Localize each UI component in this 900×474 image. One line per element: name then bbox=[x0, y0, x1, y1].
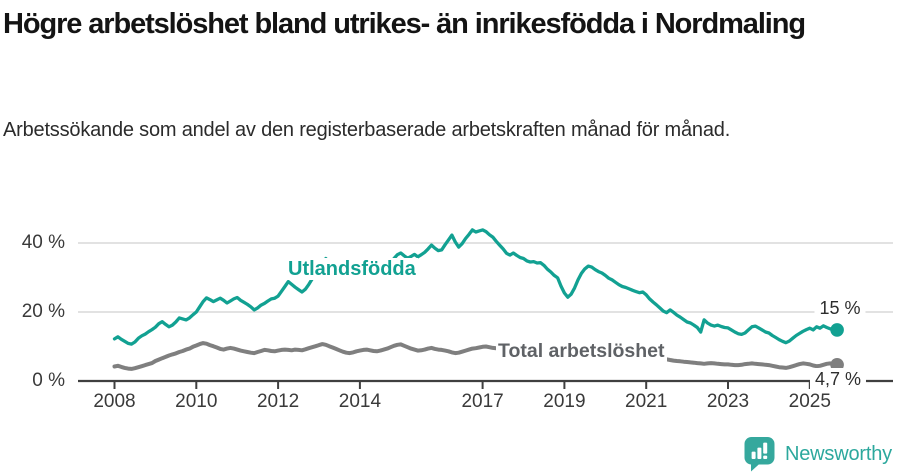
x-tick-label: 2025 bbox=[788, 391, 831, 412]
y-tick-label: 0 % bbox=[32, 370, 65, 391]
series-label-utlandsfodda: Utlandsfödda bbox=[286, 258, 418, 280]
x-tick-label: 2017 bbox=[461, 391, 504, 412]
newsworthy-logo-icon bbox=[744, 437, 775, 472]
newsworthy-logo[interactable]: Newsworthy bbox=[743, 436, 892, 472]
series-end-dot-utlandsfodda bbox=[830, 323, 844, 337]
x-tick-label: 2019 bbox=[543, 391, 586, 412]
series-line-total bbox=[112, 341, 840, 371]
x-tick-label: 2023 bbox=[706, 391, 750, 412]
page-title: Högre arbetslöshet bland utrikes- än inr… bbox=[3, 8, 806, 40]
x-tick-label: 2012 bbox=[256, 391, 300, 412]
series-line-utlandsfodda bbox=[112, 228, 839, 346]
page-subtitle: Arbetssökande som andel av den registerb… bbox=[3, 119, 731, 141]
newsworthy-logo-text: Newsworthy bbox=[785, 442, 892, 465]
end-value-label-utlandsfodda: 15 % bbox=[814, 297, 866, 320]
x-tick-label: 2008 bbox=[93, 391, 136, 412]
y-tick-label: 40 % bbox=[21, 232, 65, 253]
x-tick-label: 2010 bbox=[175, 391, 218, 412]
x-tick-label: 2014 bbox=[338, 391, 382, 412]
y-tick-label: 20 % bbox=[21, 301, 65, 322]
end-value-label-total: 4,7 % bbox=[809, 368, 867, 391]
series-label-total: Total arbetslöshet bbox=[496, 340, 667, 362]
x-tick-label: 2021 bbox=[625, 391, 668, 412]
